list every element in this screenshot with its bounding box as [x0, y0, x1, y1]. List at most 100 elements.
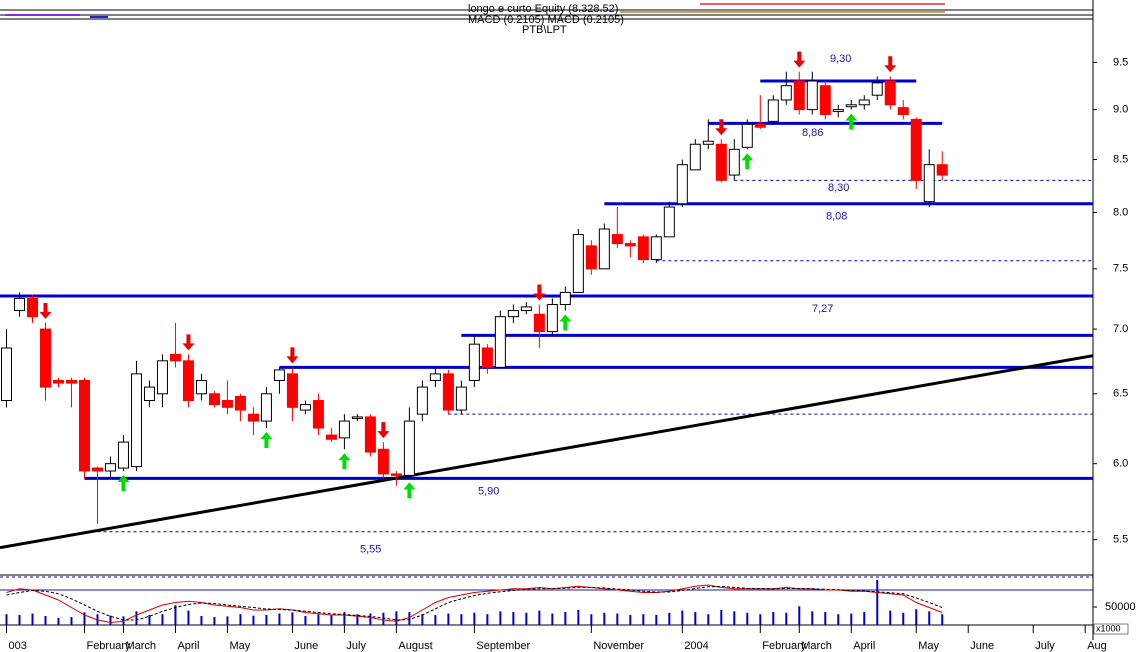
sell-arrow [884, 56, 897, 73]
x-tick-label: 003 [8, 640, 26, 652]
buy-arrow [403, 482, 416, 499]
candle-body [897, 107, 909, 115]
header-subtitle: MACD (0.2105) MACD (0.2105) [468, 14, 624, 26]
y-tick-label: 8.0 [1113, 206, 1128, 218]
buy-arrow [260, 432, 273, 449]
candle-body [663, 206, 675, 238]
candle-body [871, 82, 883, 96]
y-tick-label: 7.0 [1113, 323, 1128, 335]
candle-body [390, 473, 402, 476]
sell-arrow [286, 347, 299, 364]
x-tick-label: February [86, 640, 131, 652]
candle-body [377, 448, 389, 475]
candle-body [819, 85, 831, 115]
candle-body [416, 386, 428, 415]
macd-line [6, 584, 943, 624]
candle-body [507, 310, 519, 318]
x-tick-label: February [762, 640, 807, 652]
candle-body [91, 467, 103, 472]
level-label: 8,30 [828, 182, 849, 194]
candle-body [130, 373, 142, 468]
candle-body [585, 245, 597, 270]
candle-body [104, 463, 116, 472]
sell-arrow [793, 51, 806, 68]
candle-body [52, 379, 64, 384]
candle-body [767, 99, 779, 122]
candle-body [0, 347, 12, 402]
candle-body [884, 80, 896, 106]
sell-arrow [182, 334, 195, 351]
candle-body [403, 420, 415, 476]
candle-body [208, 393, 220, 406]
x-tick-label: July [346, 640, 366, 652]
sell-arrow [39, 302, 52, 319]
candle-body [247, 413, 259, 422]
candle-body [741, 123, 753, 148]
candle-body [351, 416, 363, 419]
candle-body [754, 123, 766, 128]
candle-body [455, 386, 467, 411]
candle-body [26, 297, 38, 318]
buy-arrow [117, 474, 130, 491]
candle-body [780, 85, 792, 101]
candle-body [442, 373, 454, 411]
candle-body [546, 303, 558, 333]
candle-body [221, 400, 233, 408]
buy-arrow [559, 314, 572, 331]
candle-body [273, 369, 285, 381]
candle-body [806, 80, 818, 111]
candle-body [182, 360, 194, 402]
sell-arrow [533, 284, 546, 301]
candle-body [286, 373, 298, 408]
level-label: 7,27 [812, 303, 833, 315]
unit-box [1093, 623, 1129, 635]
candle-body [624, 243, 636, 247]
candle-body [936, 164, 948, 176]
x-tick-label: 2004 [684, 640, 708, 652]
candle-body [650, 236, 662, 261]
level-label: 5,55 [360, 544, 381, 556]
y-tick-label: 5.5 [1113, 534, 1128, 546]
x-tick-label: March [801, 640, 832, 652]
candle-body [143, 386, 155, 402]
candle-body [923, 164, 935, 203]
candle-body [832, 109, 844, 113]
candle-body [494, 316, 506, 368]
candle-body [429, 373, 441, 381]
x-tick-label: July [1035, 640, 1055, 652]
sell-arrow [715, 119, 728, 136]
y-tick-label: 6.5 [1113, 388, 1128, 400]
x-tick-label: April [177, 640, 199, 652]
x-tick-label: May [918, 640, 939, 652]
x-tick-label: September [476, 640, 530, 652]
trend-line [0, 354, 1094, 550]
candle-body [910, 118, 922, 181]
y-tick-label: 9.0 [1113, 104, 1128, 116]
x-tick-label: Aug [1087, 640, 1107, 652]
candle-body [312, 400, 324, 429]
candle-body [39, 328, 51, 388]
candle-body [195, 379, 207, 395]
candle-body [13, 297, 25, 312]
candle-body [715, 143, 727, 181]
candle-body [637, 236, 649, 261]
signal-line [6, 585, 943, 621]
candle-body [234, 395, 246, 411]
y-tick-label: 7.5 [1113, 263, 1128, 275]
x-tick-label: June [294, 640, 318, 652]
candle-body [702, 140, 714, 145]
x-tick-label: April [853, 640, 875, 652]
candle-body [468, 343, 480, 381]
level-label: 5,90 [478, 485, 499, 497]
candle-body [325, 434, 337, 440]
buy-arrow [338, 453, 351, 470]
x-tick-label: May [229, 640, 250, 652]
candle-body [481, 347, 493, 368]
candle-body [156, 360, 168, 395]
volume-tick-label: 50000 [1105, 601, 1136, 613]
x-tick-label: March [125, 640, 156, 652]
candle-body [78, 379, 90, 472]
